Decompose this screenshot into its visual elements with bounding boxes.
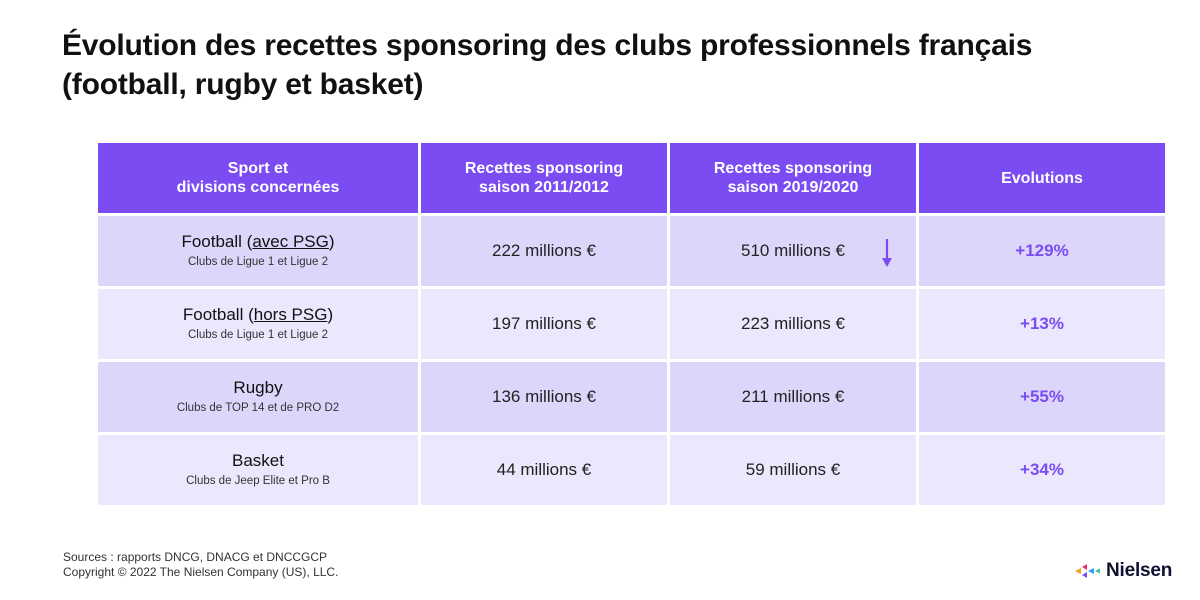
- nielsen-logo: Nielsen: [1075, 559, 1172, 583]
- evolution-cell: +55%: [916, 359, 1168, 435]
- evolution-cell: +13%: [916, 286, 1168, 362]
- sport-cell: Basket Clubs de Jeep Elite et Pro B: [95, 432, 421, 508]
- sport-divisions: Clubs de Jeep Elite et Pro B: [186, 475, 330, 487]
- table-header-row: Sport et divisions concernées Recettes s…: [95, 140, 1168, 216]
- table-row: Football (hors PSG) Clubs de Ligue 1 et …: [95, 286, 1168, 362]
- table-row: Basket Clubs de Jeep Elite et Pro B 44 m…: [95, 432, 1168, 508]
- sport-cell: Football (avec PSG) Clubs de Ligue 1 et …: [95, 213, 421, 289]
- evolution-value: +13%: [1020, 314, 1064, 333]
- copyright-text: Copyright © 2022 The Nielsen Company (US…: [63, 565, 339, 579]
- title-line-2: (football, rugby et basket): [62, 68, 424, 101]
- revenue-2019-2020-cell: 59 millions €: [667, 432, 919, 508]
- evolution-value: +34%: [1020, 460, 1064, 479]
- sponsoring-table: Sport et divisions concernées Recettes s…: [95, 140, 1168, 508]
- sport-name: Football (hors PSG): [182, 305, 334, 324]
- revenue-2019-2020-cell: 510 millions €: [667, 213, 919, 289]
- table-row: Football (avec PSG) Clubs de Ligue 1 et …: [95, 213, 1168, 289]
- sport-divisions: Clubs de Ligue 1 et Ligue 2: [187, 329, 329, 341]
- revenue-2019-2020-cell: 211 millions €: [667, 359, 919, 435]
- sport-name: Football (avec PSG): [181, 232, 335, 251]
- sport-name: Basket: [232, 451, 284, 470]
- revenue-2011-2012-cell: 44 millions €: [418, 432, 670, 508]
- header-revenue-2011-2012: Recettes sponsoring saison 2011/2012: [418, 140, 670, 216]
- sponsoring-table-container: Sport et divisions concernées Recettes s…: [95, 140, 1168, 508]
- sport-divisions: Clubs de TOP 14 et de PRO D2: [176, 402, 340, 414]
- evolution-value: +129%: [1015, 241, 1069, 260]
- sport-cell: Football (hors PSG) Clubs de Ligue 1 et …: [95, 286, 421, 362]
- revenue-2011-2012-cell: 197 millions €: [418, 286, 670, 362]
- header-sport: Sport et divisions concernées: [95, 140, 421, 216]
- revenue-2019-2020-value: 510 millions €: [741, 241, 845, 260]
- revenue-2011-2012-cell: 136 millions €: [418, 359, 670, 435]
- revenue-2019-2020-cell: 223 millions €: [667, 286, 919, 362]
- header-revenue-2019-2020: Recettes sponsoring saison 2019/2020: [667, 140, 919, 216]
- nielsen-logo-icon: [1075, 564, 1100, 578]
- table-row: Rugby Clubs de TOP 14 et de PRO D2 136 m…: [95, 359, 1168, 435]
- evolution-value: +55%: [1020, 387, 1064, 406]
- sport-cell: Rugby Clubs de TOP 14 et de PRO D2: [95, 359, 421, 435]
- title-line-1: Évolution des recettes sponsoring des cl…: [62, 29, 1033, 62]
- evolution-cell: +34%: [916, 432, 1168, 508]
- sport-divisions: Clubs de Ligue 1 et Ligue 2: [187, 256, 329, 268]
- logo-text: Nielsen: [1106, 560, 1173, 581]
- sport-name: Rugby: [233, 378, 283, 397]
- evolution-cell: +129%: [916, 213, 1168, 289]
- arrow-down-icon: [882, 239, 892, 267]
- footer-sources: Sources : rapports DNCG, DNACG et DNCCGC…: [63, 550, 338, 580]
- page-title: Évolution des recettes sponsoring des cl…: [62, 26, 1162, 104]
- header-evolutions: Evolutions: [916, 140, 1168, 216]
- revenue-2011-2012-cell: 222 millions €: [418, 213, 670, 289]
- sources-text: Sources : rapports DNCG, DNACG et DNCCGC…: [63, 550, 328, 564]
